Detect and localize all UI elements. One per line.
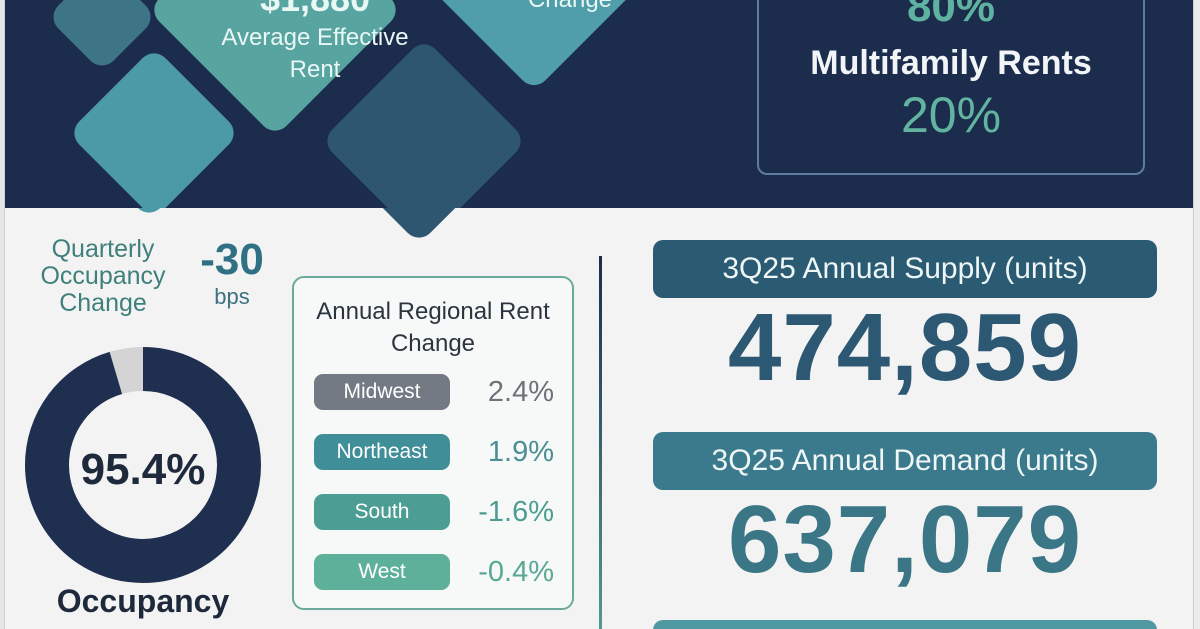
demand-value: 637,079 — [727, 486, 1082, 593]
next-metric-pill — [653, 620, 1157, 629]
decorative-diamond-tip — [110, 208, 210, 228]
region-pill: West — [314, 554, 450, 590]
region-pill: Northeast — [314, 434, 450, 470]
region-row-midwest: Midwest 2.4% — [314, 374, 564, 410]
quarterly-occupancy-unit: bps — [214, 284, 250, 309]
quarterly-occupancy-value: -30 — [200, 235, 264, 284]
occupancy-caption: Occupancy — [56, 583, 230, 619]
occupancy-donut-chart — [25, 347, 261, 583]
region-value: 2.4% — [487, 376, 554, 408]
avg-rent-value: $1,880 — [215, 0, 415, 20]
multifamily-top-value: 80% — [906, 0, 996, 31]
occupancy-value: 95.4% — [80, 445, 206, 494]
left-frame-edge — [0, 0, 5, 629]
region-row-west: West -0.4% — [314, 554, 564, 590]
supply-value: 474,859 — [727, 294, 1082, 401]
regional-title: Annual Regional Rent Change — [316, 298, 550, 357]
decorative-diamond — [110, 208, 210, 220]
decorative-diamond-tip — [360, 208, 510, 268]
region-value: 1.9% — [487, 436, 554, 468]
region-value: -1.6% — [478, 496, 554, 528]
decorative-diamond — [360, 208, 510, 245]
supply-label-pill: 3Q25 Annual Supply (units) — [653, 240, 1157, 298]
multifamily-box: 80% Multifamily Rents 20% — [757, 0, 1145, 175]
region-row-south: South -1.6% — [314, 494, 564, 530]
regional-rent-change-panel: Annual Regional Rent Change Midwest 2.4%… — [292, 276, 574, 610]
region-pill: South — [314, 494, 450, 530]
region-row-northeast: Northeast 1.9% — [314, 434, 564, 470]
demand-label-pill: 3Q25 Annual Demand (units) — [653, 432, 1157, 490]
donut-filled — [25, 347, 261, 583]
header-banner: $1,880 Average Effective Rent Change 80%… — [5, 0, 1193, 208]
avg-rent-label: Average Effective Rent — [221, 24, 409, 83]
region-pill: Midwest — [314, 374, 450, 410]
quarterly-occupancy-label: Quarterly Occupancy Change — [40, 235, 166, 317]
multifamily-label: Multifamily Rents — [810, 44, 1092, 82]
rent-change-label: Change — [470, 0, 670, 14]
section-divider — [599, 256, 602, 629]
right-frame-edge — [1193, 0, 1200, 629]
region-value: -0.4% — [478, 556, 554, 588]
multifamily-value: 20% — [900, 87, 1002, 143]
